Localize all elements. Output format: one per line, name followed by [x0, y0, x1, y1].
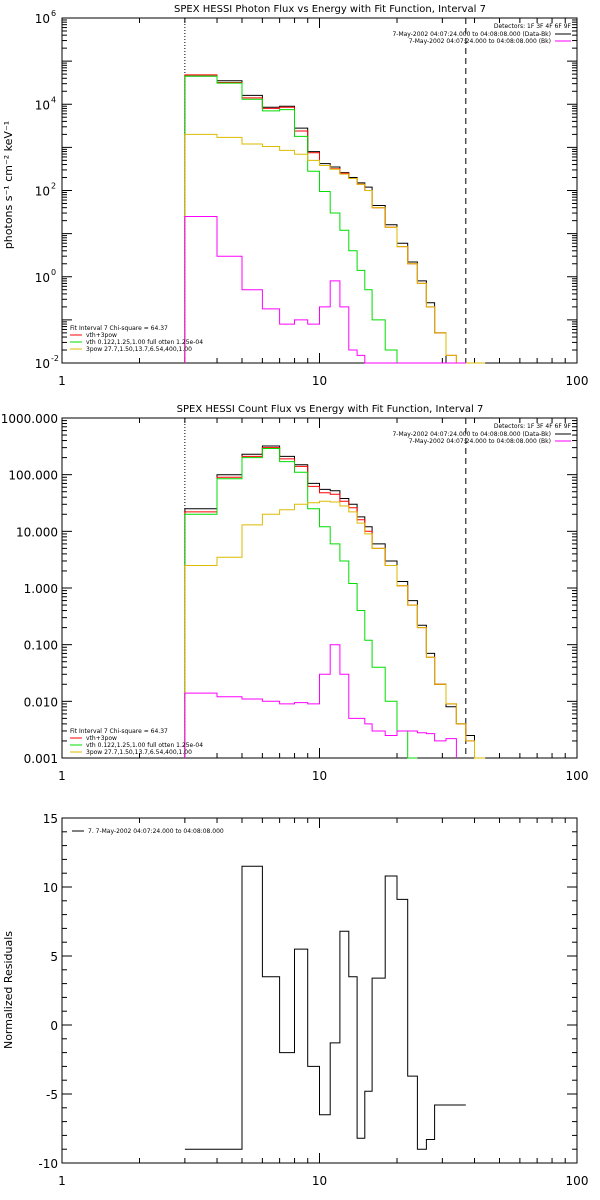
series-7-7-may-2002-04-07-24-000-to-04-08-08-000	[184, 865, 466, 1150]
legend-entry-label: 3pow 27.7,1.50,13.7,6.54,400,1.00	[86, 346, 192, 353]
y-tick-label: 0.010	[24, 695, 58, 709]
series-3pow	[184, 133, 486, 364]
legend-entry-label: vth 0.122,1.25,1.00 full otten 1.25e-04	[86, 742, 203, 749]
x-tick-label: 100	[566, 1174, 589, 1188]
y-tick-label: 10	[43, 881, 58, 895]
y-tick-exponent: 6	[51, 9, 56, 18]
count-flux-panel: SPEX HESSI Count Flux vs Energy with Fit…	[1, 404, 589, 783]
x-tick-label: 10	[312, 374, 327, 388]
series-vth-3pow	[184, 447, 475, 758]
y-tick-label: 15	[43, 812, 58, 826]
photon-flux-ylabel: photons s⁻¹ cm⁻² keV⁻¹	[2, 121, 15, 249]
legend-entry-label: 7-May-2002 04:07:24.000 to 04:08:08.000 …	[392, 31, 551, 38]
y-tick-label: 10	[35, 185, 50, 199]
y-tick-label: -10	[38, 1157, 58, 1171]
residuals-ylabel: Normalized Residuals	[2, 931, 15, 1049]
series-vth-3pow	[184, 74, 475, 364]
legend-entry-label: 7-May-2002 04:07:24.000 to 04:08:08.000 …	[409, 38, 551, 45]
legend-entry-label: 7. 7-May-2002 04:07:24.000 to 04:08:08.0…	[88, 828, 224, 835]
count-flux-title: SPEX HESSI Count Flux vs Energy with Fit…	[177, 404, 484, 415]
legend-entry-label: 7-May-2002 04:07:24.000 to 04:08:08.000 …	[392, 431, 551, 438]
y-tick-exponent: 4	[51, 95, 56, 104]
y-tick-label: 5	[50, 950, 58, 964]
series-data-bk	[184, 75, 475, 364]
y-tick-label: 10	[35, 357, 50, 371]
x-tick-label: 1	[58, 1174, 66, 1188]
y-tick-label: 0	[50, 1019, 58, 1033]
residuals-panel: Normalized Residuals 1 10 100 -10 -5 0 5 10 15 7.…	[2, 812, 588, 1188]
y-tick-label: 1000.000	[1, 412, 58, 426]
x-tick-label: 10	[312, 769, 327, 783]
y-tick-exponent: 2	[51, 182, 56, 191]
x-tick-label: 100	[566, 769, 589, 783]
x-tick-label: 1	[58, 374, 66, 388]
x-tick-label: 10	[312, 1174, 327, 1188]
count-flux-frame	[61, 417, 578, 759]
series-bk	[184, 644, 457, 758]
series-vth	[184, 448, 418, 759]
y-tick-label: 10	[35, 98, 50, 112]
x-tick-label: 1	[58, 769, 66, 783]
y-tick-label: 1.000	[24, 582, 58, 596]
legend-entry-label: vth+3pow	[86, 735, 117, 742]
fit-info-label: Fit Interval 7 Chi-square = 64.37	[70, 325, 168, 332]
y-tick-exponent: 0	[51, 268, 56, 277]
y-tick-label: -5	[46, 1088, 58, 1102]
legend-entry-label: 3pow 27.7,1.50,13.7,6.54,400,1.00	[86, 749, 192, 756]
fit-info-label: Fit Interval 7 Chi-square = 64.37	[70, 728, 168, 735]
y-tick-label: 100.000	[8, 469, 58, 483]
detectors-label: Detectors: 1F 3F 4F 6F 9F	[494, 423, 572, 430]
legend-entry-label: vth 0.122,1.25,1.00 full otten 1.25e-04	[86, 339, 203, 346]
photon-flux-panel: SPEX HESSI Photon Flux vs Energy with Fi…	[2, 4, 588, 388]
y-tick-label: 10	[35, 12, 50, 26]
y-tick-label: 0.100	[24, 639, 58, 653]
series-vth	[184, 75, 427, 364]
x-tick-label: 100	[566, 374, 589, 388]
y-tick-label: 10.000	[16, 525, 58, 539]
detectors-label: Detectors: 1F 3F 4F 6F 9F	[494, 23, 572, 30]
y-tick-exponent: -2	[51, 354, 59, 363]
legend-entry-label: 7-May-2002 04:07:24.000 to 04:08:08.000 …	[409, 438, 551, 445]
y-tick-label: 0.001	[24, 752, 58, 766]
legend-entry-label: vth+3pow	[86, 332, 117, 339]
series-bk	[184, 216, 466, 364]
y-tick-label: 10	[35, 271, 50, 285]
photon-flux-title: SPEX HESSI Photon Flux vs Energy with Fi…	[174, 4, 486, 15]
series-3pow	[184, 500, 486, 759]
